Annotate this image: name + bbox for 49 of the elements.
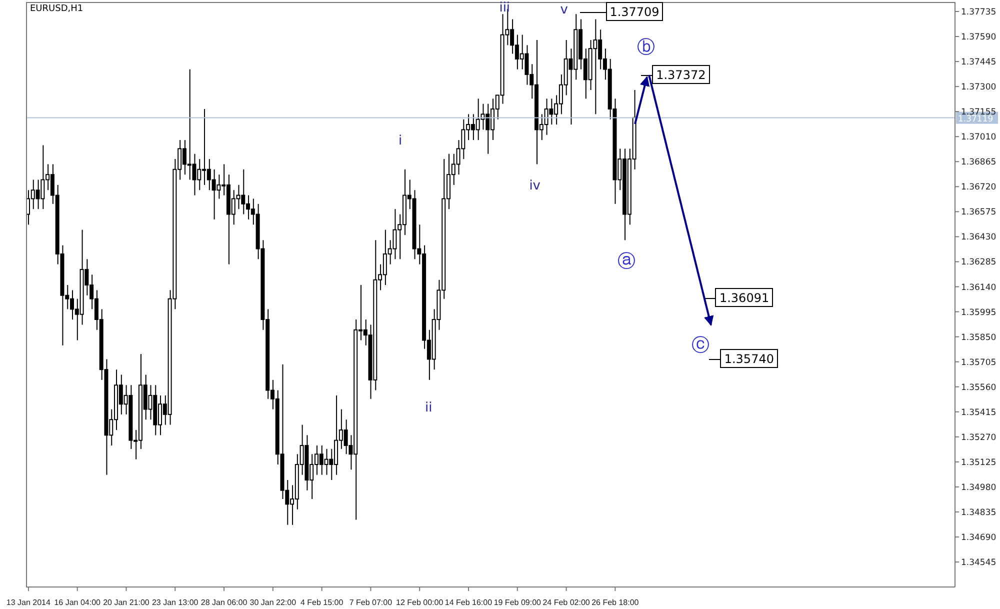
y-tick-label: 1.37300 — [961, 82, 996, 93]
annotation: iii — [499, 0, 510, 16]
x-tick-label: 26 Feb 18:00 — [592, 598, 640, 607]
x-tick-label: 16 Jan 04:00 — [54, 598, 102, 607]
x-tick-label: 30 Jan 22:00 — [250, 598, 297, 607]
y-tick-label: 1.36140 — [961, 282, 996, 293]
y-tick-label: 1.34545 — [961, 558, 996, 568]
annotation: ⓒ — [692, 335, 710, 356]
y-tick-label: 1.35415 — [961, 408, 996, 418]
y-tick-label: 1.37735 — [961, 8, 996, 18]
x-tick-label: 7 Feb 07:00 — [349, 598, 393, 607]
annotation: i — [398, 134, 402, 148]
annotation: 1.37372 — [652, 65, 710, 84]
y-tick-label: 1.36285 — [961, 258, 996, 268]
annotation: 1.36091 — [715, 288, 774, 307]
x-tick-label: 20 Jan 21:00 — [103, 598, 150, 607]
y-tick-label: 1.37445 — [961, 58, 996, 68]
y-tick-label: 1.36865 — [961, 158, 996, 168]
annotation: 1.37709 — [606, 2, 664, 21]
y-tick-label: 1.35270 — [961, 432, 996, 443]
x-tick-label: 19 Feb 09:00 — [494, 598, 542, 607]
y-tick-label: 1.37010 — [961, 132, 996, 143]
annotation: iv — [529, 178, 540, 194]
x-tick-label: 12 Feb 00:00 — [396, 598, 444, 607]
x-tick-label: 24 Feb 02:00 — [542, 598, 590, 607]
y-tick-label: 1.35850 — [961, 332, 996, 343]
x-tick-label: 23 Jan 13:00 — [152, 598, 199, 607]
y-tick-label: 1.36430 — [961, 232, 996, 243]
x-tick-label: 28 Jan 06:00 — [200, 598, 248, 607]
y-tick-label: 1.36720 — [961, 182, 996, 193]
y-tick-label: 1.36575 — [961, 208, 996, 218]
y-tick-label: 1.35125 — [961, 458, 996, 468]
y-tick-label: 1.34690 — [961, 532, 996, 543]
annotation: v — [560, 2, 568, 18]
y-tick-label: 1.34980 — [961, 482, 996, 493]
x-tick-label: 4 Feb 15:00 — [300, 598, 344, 607]
y-tick-label: 1.35560 — [961, 382, 996, 393]
x-tick-label: 13 Jan 2014 — [6, 598, 52, 607]
y-tick-label: 1.35995 — [961, 308, 996, 318]
x-tick-label: 14 Feb 16:00 — [444, 598, 493, 607]
annotation: 1.35740 — [720, 349, 778, 368]
y-tick-label: 1.35705 — [961, 358, 996, 368]
annotation: ⓐ — [617, 251, 636, 272]
ref-line-label: 1.37119 — [958, 114, 994, 124]
chart-title: EURUSD,H1 — [30, 4, 84, 14]
annotation: ii — [424, 400, 432, 416]
y-tick-label: 1.34835 — [961, 508, 996, 518]
y-tick-label: 1.37590 — [961, 32, 996, 43]
annotation: ⓑ — [636, 37, 655, 58]
